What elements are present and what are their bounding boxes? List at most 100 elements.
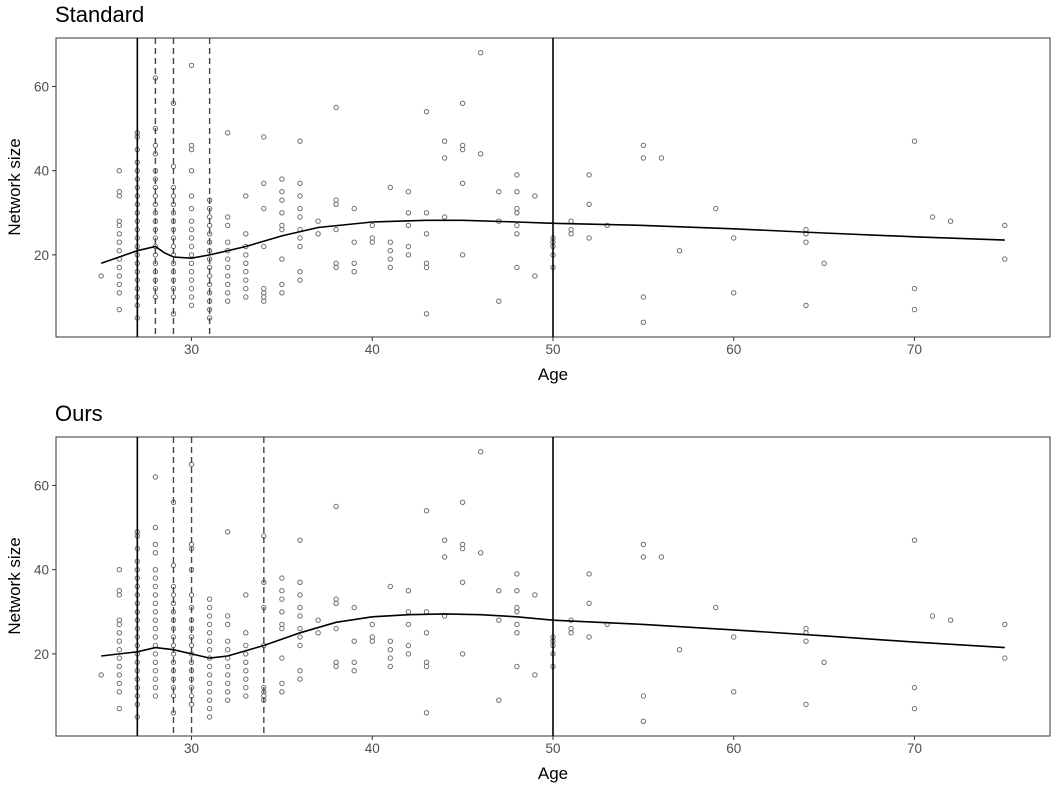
data-point	[297, 625, 303, 632]
data-point	[297, 579, 303, 585]
data-point	[333, 197, 339, 203]
data-point	[243, 659, 249, 665]
data-point	[676, 248, 683, 254]
data-point	[423, 210, 430, 216]
data-point	[405, 222, 412, 229]
data-point	[405, 651, 412, 657]
data-point	[243, 294, 249, 300]
data-point	[116, 290, 123, 296]
data-point	[279, 222, 285, 229]
data-point	[225, 222, 231, 229]
data-point	[496, 189, 502, 195]
data-point	[333, 226, 339, 233]
data-point	[279, 281, 285, 288]
data-point	[315, 231, 321, 237]
data-point	[243, 260, 249, 266]
data-point	[514, 630, 520, 636]
data-point	[929, 214, 936, 220]
data-point	[279, 588, 285, 594]
data-point	[640, 155, 647, 161]
data-point	[514, 604, 520, 611]
data-point	[333, 260, 339, 266]
y-axis-title: Network size	[5, 138, 24, 235]
data-point	[188, 226, 195, 233]
data-point	[459, 499, 466, 505]
data-point	[351, 604, 357, 611]
data-point	[225, 290, 231, 296]
data-point	[225, 613, 231, 619]
data-point	[911, 285, 918, 292]
data-point	[405, 189, 412, 195]
data-point	[206, 647, 213, 653]
data-point	[297, 243, 303, 250]
data-point	[188, 193, 195, 199]
data-point	[514, 588, 520, 594]
data-point	[225, 621, 231, 628]
data-point	[478, 550, 484, 556]
data-point	[152, 592, 159, 598]
data-point	[188, 260, 195, 266]
data-point	[351, 269, 357, 275]
data-point	[297, 180, 303, 187]
data-point	[152, 609, 159, 615]
data-point	[225, 638, 231, 644]
data-point	[279, 655, 285, 661]
data-point	[496, 588, 502, 594]
data-point	[206, 680, 213, 687]
data-point	[116, 168, 123, 174]
data-point	[152, 676, 159, 682]
x-tick-label: 30	[184, 342, 199, 357]
data-point	[1002, 655, 1008, 661]
data-point	[676, 647, 683, 653]
data-point	[731, 290, 737, 296]
data-point	[387, 638, 393, 644]
data-point	[152, 567, 159, 573]
data-point	[496, 298, 502, 304]
data-point	[116, 273, 123, 279]
data-point	[152, 583, 159, 590]
data-point	[188, 218, 195, 224]
data-point	[116, 239, 123, 245]
data-point	[369, 634, 375, 640]
data-point	[423, 311, 430, 317]
data-point	[387, 583, 393, 590]
data-point	[206, 604, 213, 611]
data-point	[441, 138, 448, 144]
data-point	[225, 214, 231, 220]
data-point	[803, 239, 809, 245]
data-point	[225, 264, 231, 271]
data-point	[225, 130, 231, 136]
data-point	[297, 668, 303, 674]
data-point	[152, 524, 159, 531]
data-point	[116, 248, 123, 254]
panel-title: Standard	[55, 2, 144, 27]
data-point	[206, 638, 213, 644]
data-point	[116, 680, 123, 687]
data-point	[243, 231, 249, 237]
data-point	[297, 205, 303, 212]
data-point	[243, 630, 249, 636]
data-point	[225, 256, 231, 262]
data-point	[279, 197, 285, 203]
data-point	[423, 630, 430, 636]
data-point	[459, 579, 466, 585]
data-point	[116, 617, 123, 623]
data-point	[279, 680, 285, 687]
x-tick-label: 30	[184, 741, 199, 756]
data-point	[387, 184, 393, 191]
data-point	[297, 193, 303, 199]
x-tick-label: 60	[726, 741, 741, 756]
data-point	[586, 634, 592, 640]
data-point	[423, 231, 430, 237]
data-point	[514, 189, 520, 195]
y-axis-title: Network size	[5, 537, 24, 634]
data-point	[568, 625, 574, 632]
data-point	[297, 214, 303, 220]
data-point	[116, 655, 123, 661]
data-point	[658, 155, 665, 161]
data-point	[731, 634, 737, 640]
data-point	[459, 100, 466, 107]
data-point	[478, 50, 484, 56]
data-point	[243, 592, 249, 598]
data-point	[387, 256, 393, 262]
